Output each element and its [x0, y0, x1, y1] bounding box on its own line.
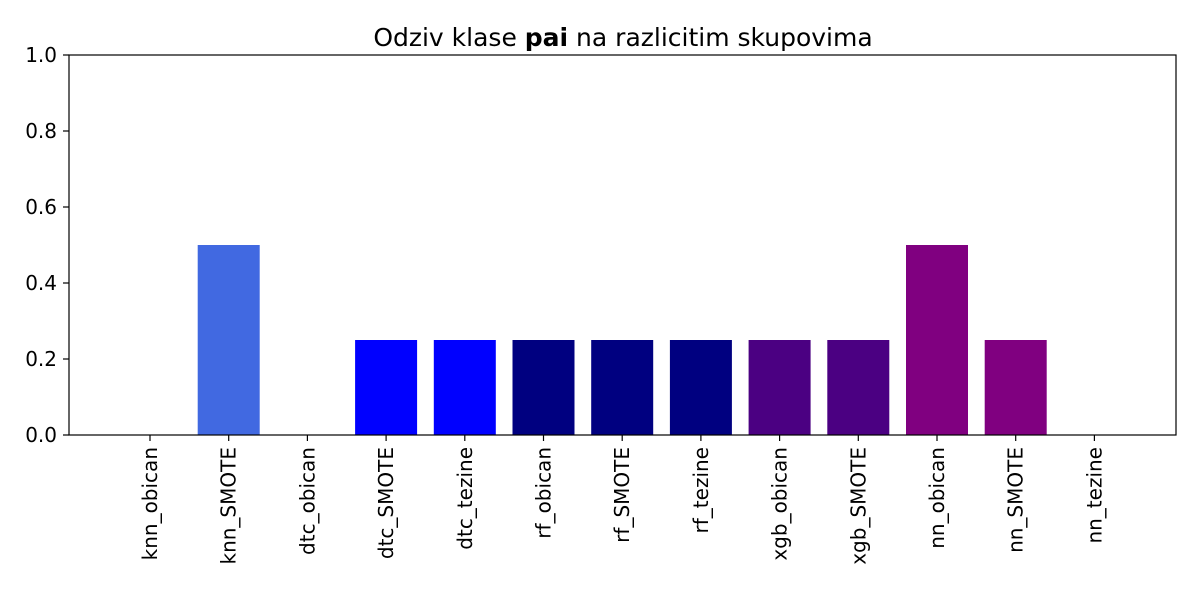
y-tick-label: 1.0: [25, 43, 57, 67]
x-tick-label: nn_SMOTE: [1004, 447, 1028, 553]
y-tick-label: 0.0: [25, 423, 57, 447]
x-tick-label: rf_tezine: [689, 447, 713, 533]
bars: [197, 245, 1047, 435]
y-tick-label: 0.2: [25, 347, 57, 371]
x-tick-label: nn_tezine: [1082, 447, 1106, 544]
plot-frame: [68, 54, 1177, 436]
chart-title-suffix: na razlicitim skupovima: [568, 23, 873, 52]
y-tick-label: 0.4: [25, 271, 57, 295]
y-axis: 0.0 0.2 0.4 0.6 0.8 1.0: [25, 43, 69, 447]
chart-title-class-name: pai: [525, 23, 568, 52]
bar-rf_obican: [512, 340, 575, 435]
bar-dtc_tezine: [433, 340, 496, 435]
x-tick-label: knn_obican: [138, 447, 162, 560]
y-tick-label: 0.8: [25, 119, 57, 143]
bar-xgb_SMOTE: [827, 340, 890, 435]
x-tick-label: xgb_obican: [768, 447, 792, 561]
bar-dtc_SMOTE: [355, 340, 418, 435]
bar-rf_SMOTE: [591, 340, 654, 435]
x-tick-label: dtc_SMOTE: [374, 447, 398, 559]
x-tick-label: knn_SMOTE: [217, 447, 241, 564]
x-tick-label: dtc_obican: [295, 447, 319, 555]
bar-nn_obican: [906, 245, 968, 435]
bar-knn_SMOTE: [197, 245, 260, 435]
x-axis: knn_obican knn_SMOTE dtc_obican dtc_SMOTE dt…: [138, 435, 1106, 565]
y-tick-label: 0.6: [25, 195, 57, 219]
chart-title-prefix: Odziv klase: [373, 23, 524, 52]
x-tick-label: dtc_tezine: [453, 447, 477, 550]
x-tick-label: nn_obican: [925, 447, 949, 549]
x-tick-label: rf_obican: [532, 447, 556, 539]
x-tick-label: xgb_SMOTE: [846, 447, 870, 565]
bar-nn_SMOTE: [984, 340, 1047, 435]
x-tick-label: rf_SMOTE: [610, 447, 634, 543]
bar-rf_tezine: [669, 340, 732, 435]
bar-xgb_obican: [748, 340, 811, 435]
chart-title: Odziv klase pai na razlicitim skupovima: [373, 23, 872, 52]
